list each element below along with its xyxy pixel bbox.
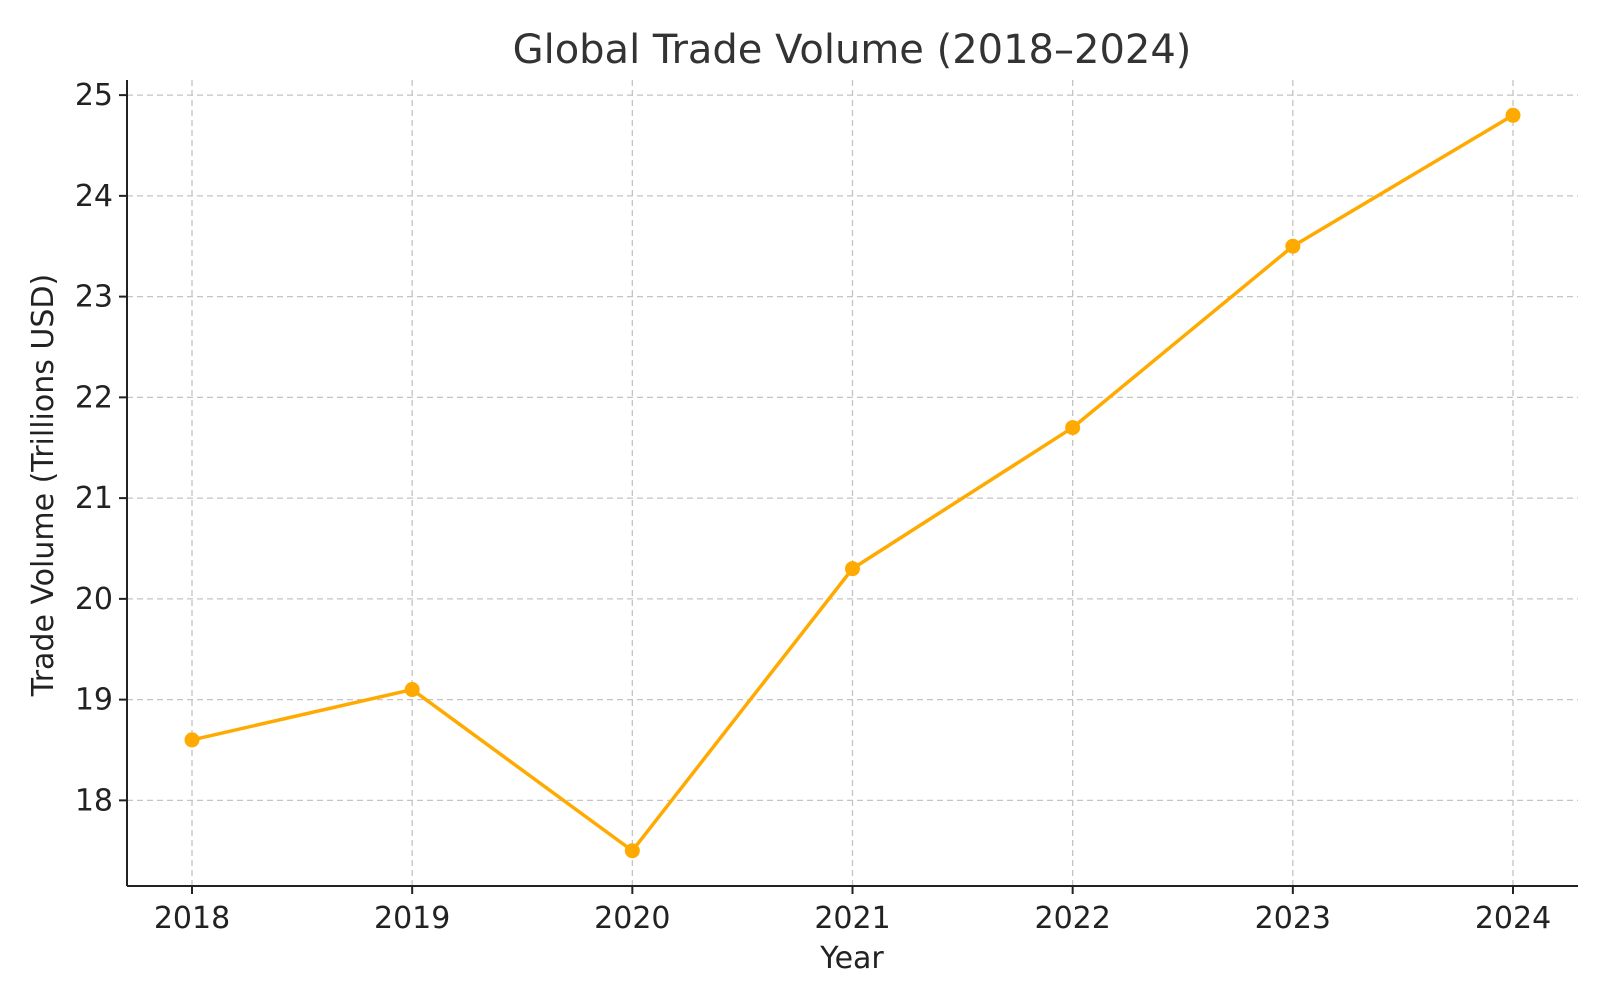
- x-tick-label: 2021: [814, 901, 890, 936]
- y-tick-label: 24: [75, 179, 113, 214]
- x-tick-label: 2020: [594, 901, 670, 936]
- y-tick-label: 23: [75, 280, 113, 315]
- y-axis-title: Trade Volume (Trillions USD): [26, 274, 61, 697]
- y-tick-label: 20: [75, 582, 113, 617]
- x-axis-title: Year: [819, 941, 884, 976]
- data-point: [624, 843, 640, 859]
- series: [184, 107, 1521, 859]
- x-tick-label: 2024: [1475, 901, 1551, 936]
- x-tick-label: 2022: [1034, 901, 1110, 936]
- data-point: [1505, 107, 1521, 123]
- x-tick-label: 2023: [1255, 901, 1331, 936]
- data-point: [1285, 238, 1301, 254]
- x-tick-label: 2018: [154, 901, 230, 936]
- y-tick-label: 22: [75, 380, 113, 415]
- grid: [127, 80, 1578, 886]
- y-tick-label: 19: [75, 683, 113, 718]
- data-point: [1065, 420, 1081, 436]
- y-tick-label: 18: [75, 783, 113, 818]
- chart-title: Global Trade Volume (2018–2024): [513, 27, 1192, 73]
- data-point: [184, 732, 200, 748]
- data-point: [845, 561, 860, 577]
- x-tick-label: 2019: [374, 901, 450, 936]
- y-tick-label: 21: [75, 481, 113, 516]
- data-point: [404, 682, 420, 698]
- y-tick-label: 25: [75, 78, 113, 113]
